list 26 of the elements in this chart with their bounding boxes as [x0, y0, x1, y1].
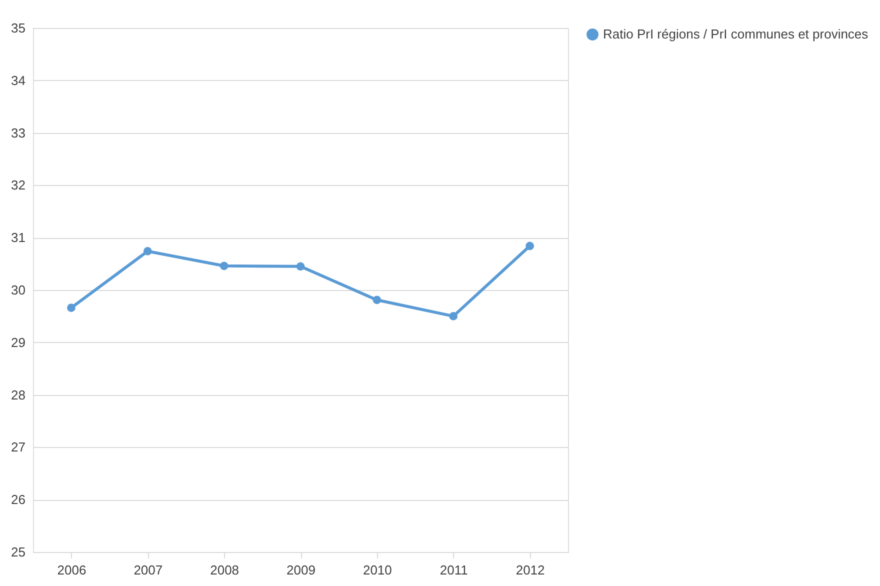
x-tick-label: 2006: [57, 562, 86, 578]
point: [526, 242, 534, 250]
y-tick-label: 35: [11, 20, 26, 36]
y-tick-label: 31: [11, 230, 26, 246]
y-tick-label: 29: [11, 334, 26, 350]
legend-label: Ratio PrI régions / PrI communes et provinces: [603, 26, 869, 42]
x-tick-label: 2009: [286, 562, 316, 578]
point: [67, 304, 76, 312]
x-tick-label: 2012: [516, 562, 545, 578]
y-tick-label: 32: [11, 178, 26, 193]
x-tick-label: 2007: [134, 562, 163, 578]
point: [449, 312, 458, 320]
point: [372, 296, 382, 304]
point: [220, 262, 228, 270]
point: [143, 247, 152, 256]
point: [296, 262, 305, 271]
y-tick-label: 30: [11, 282, 26, 298]
x-tick-label: 2008: [210, 562, 240, 578]
y-tick-label: 34: [11, 72, 26, 88]
x-tick-label: 2011: [440, 562, 468, 578]
y-tick-label: 28: [11, 387, 26, 402]
y-tick-label: 27: [11, 440, 26, 455]
y-tick-label: 25: [11, 544, 26, 560]
x-tick-label: 2010: [362, 562, 392, 578]
y-tick-label: 26: [11, 492, 26, 508]
y-tick-label: 33: [11, 125, 26, 140]
